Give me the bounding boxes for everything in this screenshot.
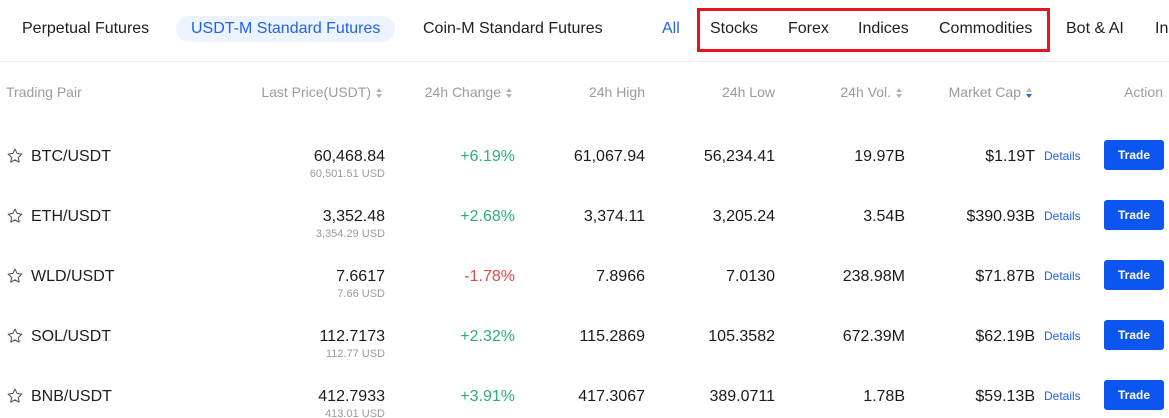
last-price: 7.6617 xyxy=(336,268,385,285)
filter-indices[interactable]: Indices xyxy=(858,20,909,37)
table-row: SOL/USDT 112.7173 112.77 USD +2.32% 115.… xyxy=(0,303,1169,363)
24h-high: 3,374.11 xyxy=(583,208,645,225)
last-price: 412.7933 xyxy=(318,388,385,405)
column-header-action: Action xyxy=(1124,84,1163,100)
last-price-usd: 413.01 USD xyxy=(325,408,385,418)
tab-coin-m-standard-futures[interactable]: Coin-M Standard Futures xyxy=(423,20,603,37)
column-header-trading-pair: Trading Pair xyxy=(6,84,82,100)
column-header-market-cap[interactable]: Market Cap xyxy=(949,84,1033,100)
last-price-usd: 112.77 USD xyxy=(325,348,385,360)
market-cap: $71.87B xyxy=(975,268,1035,285)
market-cap: $1.19T xyxy=(985,148,1035,165)
market-cap: $59.13B xyxy=(975,388,1035,405)
24h-change: +2.68% xyxy=(460,208,515,225)
column-header-24h-low: 24h Low xyxy=(722,84,775,100)
trading-pair-name[interactable]: WLD/USDT xyxy=(31,268,115,285)
24h-low: 389.0711 xyxy=(709,388,775,405)
sort-arrows-icon[interactable] xyxy=(896,88,903,98)
24h-low: 7.0130 xyxy=(726,268,775,285)
24h-volume: 672.39M xyxy=(842,328,905,345)
market-cap: $62.19B xyxy=(975,328,1035,345)
star-icon[interactable] xyxy=(6,327,24,345)
nav-divider xyxy=(0,61,1169,62)
column-header-24h-volume[interactable]: 24h Vol. xyxy=(840,84,903,100)
star-icon[interactable] xyxy=(6,147,24,165)
last-price: 112.7173 xyxy=(319,328,385,345)
24h-low: 105.3582 xyxy=(708,328,775,345)
trade-button[interactable]: Trade xyxy=(1104,140,1164,170)
filter-stocks[interactable]: Stocks xyxy=(710,20,759,37)
24h-volume: 3.54B xyxy=(863,208,905,225)
trading-pair-name[interactable]: BTC/USDT xyxy=(31,148,111,165)
24h-low: 56,234.41 xyxy=(703,148,775,165)
star-icon[interactable] xyxy=(6,267,24,285)
24h-high: 61,067.94 xyxy=(573,148,645,165)
24h-change: +6.19% xyxy=(460,148,515,165)
details-link[interactable]: Details xyxy=(1044,149,1081,163)
filter-forex[interactable]: Forex xyxy=(788,20,829,37)
table-row: BNB/USDT 412.7933 413.01 USD +3.91% 417.… xyxy=(0,363,1169,418)
last-price-usd: 3,354.29 USD xyxy=(315,228,385,240)
sort-arrows-icon[interactable] xyxy=(506,88,513,98)
tab-perpetual-futures[interactable]: Perpetual Futures xyxy=(22,20,150,37)
last-price: 60,468.84 xyxy=(313,148,385,165)
trade-button[interactable]: Trade xyxy=(1104,200,1164,230)
24h-high: 417.3067 xyxy=(578,388,645,405)
highlight-annotation-box xyxy=(697,8,1050,52)
24h-volume: 238.98M xyxy=(842,268,905,285)
details-link[interactable]: Details xyxy=(1044,329,1081,343)
trade-button[interactable]: Trade xyxy=(1104,260,1164,290)
details-link[interactable]: Details xyxy=(1044,209,1081,223)
last-price-usd: 60,501.51 USD xyxy=(309,168,385,180)
table-row: WLD/USDT 7.6617 7.66 USD -1.78% 7.8966 7… xyxy=(0,243,1169,303)
details-link[interactable]: Details xyxy=(1044,389,1081,403)
24h-volume: 1.78B xyxy=(863,388,905,405)
tab-usdt-m-standard-futures[interactable]: USDT-M Standard Futures xyxy=(176,16,396,42)
sort-descending-icon[interactable] xyxy=(1026,88,1033,98)
24h-volume: 19.97B xyxy=(854,148,905,165)
star-icon[interactable] xyxy=(6,387,24,405)
filter-bot-ai[interactable]: Bot & AI xyxy=(1066,20,1124,37)
column-header-last-price[interactable]: Last Price(USDT) xyxy=(261,84,383,100)
filter-truncated[interactable]: In xyxy=(1155,20,1169,37)
sort-arrows-icon[interactable] xyxy=(376,88,383,98)
24h-change: -1.78% xyxy=(464,268,515,285)
filter-commodities[interactable]: Commodities xyxy=(939,20,1033,37)
last-price-usd: 7.66 USD xyxy=(337,288,385,300)
table-row: ETH/USDT 3,352.48 3,354.29 USD +2.68% 3,… xyxy=(0,183,1169,243)
24h-high: 115.2869 xyxy=(579,328,645,345)
market-cap: $390.93B xyxy=(966,208,1035,225)
24h-high: 7.8966 xyxy=(596,268,645,285)
table-header: Trading Pair Last Price(USDT) 24h Change… xyxy=(0,80,1169,104)
trade-button[interactable]: Trade xyxy=(1104,380,1164,410)
market-category-nav: Perpetual Futures USDT-M Standard Future… xyxy=(0,0,1169,60)
trading-pair-name[interactable]: ETH/USDT xyxy=(31,208,111,225)
24h-change: +2.32% xyxy=(460,328,515,345)
filter-all[interactable]: All xyxy=(662,20,680,37)
24h-change: +3.91% xyxy=(460,388,515,405)
column-header-24h-high: 24h High xyxy=(588,84,645,100)
star-icon[interactable] xyxy=(6,207,24,225)
trading-pair-name[interactable]: BNB/USDT xyxy=(31,388,112,405)
trading-pair-name[interactable]: SOL/USDT xyxy=(31,328,112,345)
details-link[interactable]: Details xyxy=(1044,269,1081,283)
trade-button[interactable]: Trade xyxy=(1104,320,1164,350)
table-row: BTC/USDT 60,468.84 60,501.51 USD +6.19% … xyxy=(0,123,1169,183)
24h-low: 3,205.24 xyxy=(712,208,775,225)
last-price: 3,352.48 xyxy=(322,208,385,225)
column-header-24h-change[interactable]: 24h Change xyxy=(425,84,513,100)
